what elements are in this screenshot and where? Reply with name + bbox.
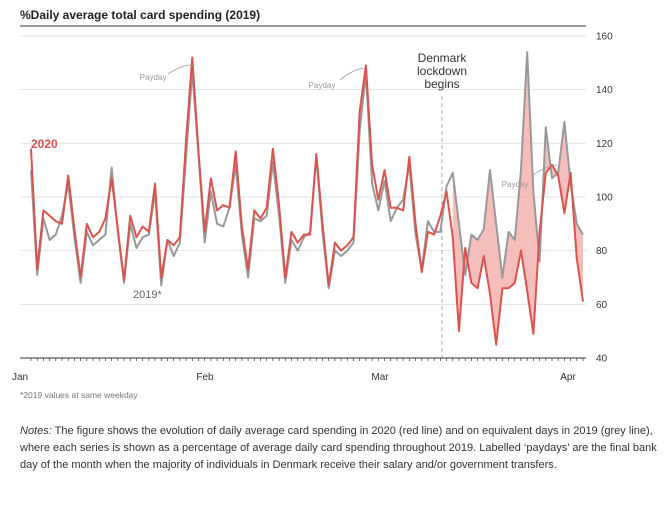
notes-paragraph: Notes: The figure shows the evolution of… [20, 423, 660, 474]
series-label-2020: 2020 [31, 137, 58, 151]
lockdown-label-line: lockdown [417, 64, 467, 78]
lockdown-label-line: begins [424, 77, 459, 91]
payday-arrow [531, 164, 558, 177]
footnote: *2019 values at same weekday [20, 390, 138, 400]
payday-arrow [339, 67, 365, 81]
x-tick-label: Feb [196, 372, 214, 383]
x-tick-label: Apr [560, 372, 576, 383]
x-tick-label: Jan [12, 372, 28, 383]
y-tick-label: 40 [596, 354, 608, 365]
card-spending-chart: %Daily average total card spending (2019… [12, 8, 613, 400]
payday-arrow [167, 64, 196, 75]
notes-body: The figure shows the evolution of daily … [20, 425, 657, 471]
annotations: Payday Payday Payday [140, 64, 558, 189]
payday-label: Payday [309, 81, 336, 90]
x-tick-label: Mar [371, 372, 389, 383]
series-label-2019: 2019* [133, 289, 162, 301]
series-lines [30, 51, 584, 346]
payday-label: Payday [502, 180, 529, 189]
y-tick-label: 80 [596, 246, 608, 257]
series-line-2019 [30, 51, 584, 290]
y-tick-label: 120 [596, 139, 613, 150]
y-tick-label: 60 [596, 300, 608, 311]
chart-title: %Daily average total card spending (2019… [20, 8, 260, 22]
payday-label: Payday [140, 73, 167, 82]
y-tick-label: 140 [596, 85, 613, 96]
x-axis: Jan Feb Mar Apr [12, 357, 586, 383]
series-line-2020 [30, 56, 584, 346]
y-tick-label: 100 [596, 193, 613, 204]
y-tick-label: 160 [596, 32, 613, 43]
lockdown-label-line: Denmark [418, 51, 468, 65]
y-axis: 40 60 80 100 120 140 160 [596, 32, 613, 365]
notes-prefix: Notes: [20, 425, 52, 437]
